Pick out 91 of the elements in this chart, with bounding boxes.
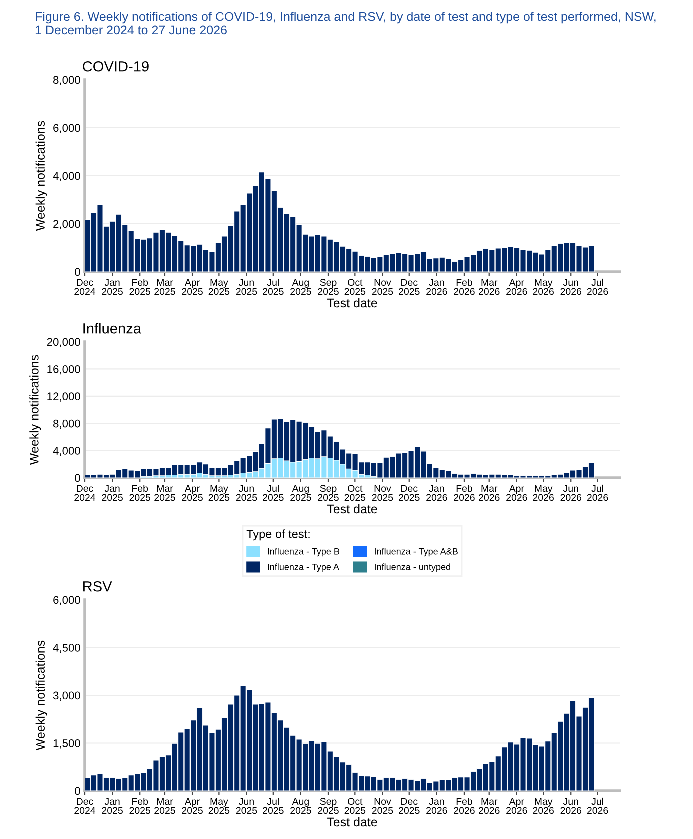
x-tick-label: Sep 2025 xyxy=(318,485,339,502)
y-tick-label: 8,000 xyxy=(54,76,80,86)
x-tick-label: Jun 2026 xyxy=(560,798,582,814)
legend-label: Influenza - Type A xyxy=(268,564,340,572)
x-tick-label: Dec 2024 xyxy=(74,798,96,814)
chart-title: RSV xyxy=(84,581,112,592)
x-tick-label: Jul 2025 xyxy=(263,484,284,502)
x-tick-label: Jan 2025 xyxy=(102,279,123,296)
y-tick-label: 3,000 xyxy=(53,692,80,701)
y-axis-title: Weekly notifications xyxy=(30,355,42,466)
x-tick-label: Mar 2026 xyxy=(479,798,500,814)
y-tick-label: 20,000 xyxy=(47,338,80,348)
x-tick-label: Jan 2025 xyxy=(102,485,123,502)
x-tick-label: Feb 2025 xyxy=(130,484,151,502)
x-tick-label: Jul 2026 xyxy=(587,484,608,502)
x-tick-label: May 2026 xyxy=(533,798,554,814)
x-tick-label: Jul 2025 xyxy=(263,278,284,296)
x-tick-label: Oct 2025 xyxy=(344,279,366,296)
x-tick-label: Aug 2025 xyxy=(290,485,312,502)
y-tick-label: 6,000 xyxy=(54,596,80,606)
y-axis-title: Weekly notifications xyxy=(36,121,48,232)
x-axis-title: Test date xyxy=(327,298,378,308)
x-tick-label: Nov 2025 xyxy=(372,279,394,296)
y-tick-label: 6,000 xyxy=(54,124,80,134)
x-tick-label: Jul 2025 xyxy=(263,798,284,814)
legend-label: Influenza - untyped xyxy=(375,564,450,572)
x-tick-label: Sep 2025 xyxy=(318,798,339,814)
x-tick-label: Dec 2024 xyxy=(74,279,96,296)
y-tick-label: 0 xyxy=(75,787,80,796)
y-tick-label: 2,000 xyxy=(54,220,80,230)
x-tick-label: Oct 2025 xyxy=(344,485,366,502)
x-tick-label: Jun 2026 xyxy=(560,279,582,296)
y-tick-label: 4,500 xyxy=(53,644,80,654)
x-tick-label: Apr 2026 xyxy=(506,798,528,814)
x-tick-label: Mar 2026 xyxy=(479,279,500,296)
x-tick-label: Mar 2025 xyxy=(154,485,176,502)
x-tick-label: May 2025 xyxy=(208,798,230,814)
x-tick-label: Dec 2025 xyxy=(399,279,420,296)
x-tick-label: May 2026 xyxy=(533,279,554,296)
y-tick-label: 8,000 xyxy=(54,420,80,430)
x-axis-title: Test date xyxy=(327,817,378,827)
y-tick-label: 0 xyxy=(75,268,80,276)
x-tick-label: Nov 2025 xyxy=(372,485,394,502)
x-tick-label: Oct 2025 xyxy=(344,798,366,814)
x-tick-label: Apr 2026 xyxy=(506,279,528,296)
x-tick-label: Sep 2025 xyxy=(318,279,339,296)
x-tick-label: Mar 2025 xyxy=(154,279,176,296)
x-tick-label: Jan 2025 xyxy=(102,798,123,814)
chart-title: Figure 6. Weekly notifications of COVID-19, Influenza and RSV, by date of test and type of test performed, NSW, 1 December 2024 to 27 June 2026 xyxy=(36,12,656,35)
x-tick-label: Feb 2025 xyxy=(130,798,151,814)
y-tick-label: 16,000 xyxy=(48,365,80,375)
x-tick-label: Aug 2025 xyxy=(290,279,312,296)
x-tick-label: Jan 2026 xyxy=(426,798,448,814)
x-tick-label: Jul 2026 xyxy=(587,278,608,296)
x-tick-label: Apr 2025 xyxy=(182,485,203,502)
x-tick-label: Jan 2026 xyxy=(426,279,448,296)
x-tick-label: Feb 2026 xyxy=(454,798,475,814)
y-tick-label: 12,000 xyxy=(48,392,80,402)
x-tick-label: May 2025 xyxy=(208,485,230,502)
legend-title: Type of test: xyxy=(246,530,310,541)
y-axis-title: Weekly notifications xyxy=(36,640,48,751)
y-tick-label: 1,500 xyxy=(54,740,80,749)
x-tick-label: Apr 2026 xyxy=(506,485,528,502)
x-tick-label: Mar 2026 xyxy=(479,485,500,502)
x-tick-label: Apr 2025 xyxy=(182,279,203,296)
chart-subtitle: COVID-19 xyxy=(83,61,149,72)
x-tick-label: Aug 2025 xyxy=(290,798,312,814)
x-tick-label: Nov 2025 xyxy=(372,798,394,814)
legend-label: Influenza - Type B xyxy=(268,548,340,557)
x-axis-title: Test date xyxy=(327,504,378,514)
y-tick-label: 4,000 xyxy=(53,447,80,456)
x-tick-label: Feb 2026 xyxy=(454,484,475,502)
x-tick-label: Jul 2026 xyxy=(587,798,608,814)
y-tick-label: 4,000 xyxy=(53,172,80,182)
x-tick-label: Jun 2025 xyxy=(236,279,258,296)
legend-label: Influenza - Type A&B xyxy=(375,548,458,557)
x-tick-label: Dec 2024 xyxy=(74,485,96,502)
x-tick-label: Jan 2026 xyxy=(426,485,448,502)
x-tick-label: Apr 2025 xyxy=(182,798,203,814)
x-tick-label: Feb 2026 xyxy=(454,278,475,296)
chart-title: Influenza xyxy=(84,323,142,334)
x-tick-label: Dec 2025 xyxy=(399,798,420,814)
y-tick-label: 0 xyxy=(75,474,80,482)
x-tick-label: Jun 2025 xyxy=(236,798,258,814)
x-tick-label: Jun 2025 xyxy=(236,485,258,502)
x-tick-label: Mar 2025 xyxy=(154,798,176,814)
x-tick-label: May 2026 xyxy=(533,485,554,502)
x-tick-label: May 2025 xyxy=(208,279,230,296)
x-tick-label: Feb 2025 xyxy=(130,278,151,296)
x-tick-label: Jun 2026 xyxy=(560,485,582,502)
x-tick-label: Dec 2025 xyxy=(399,485,420,502)
